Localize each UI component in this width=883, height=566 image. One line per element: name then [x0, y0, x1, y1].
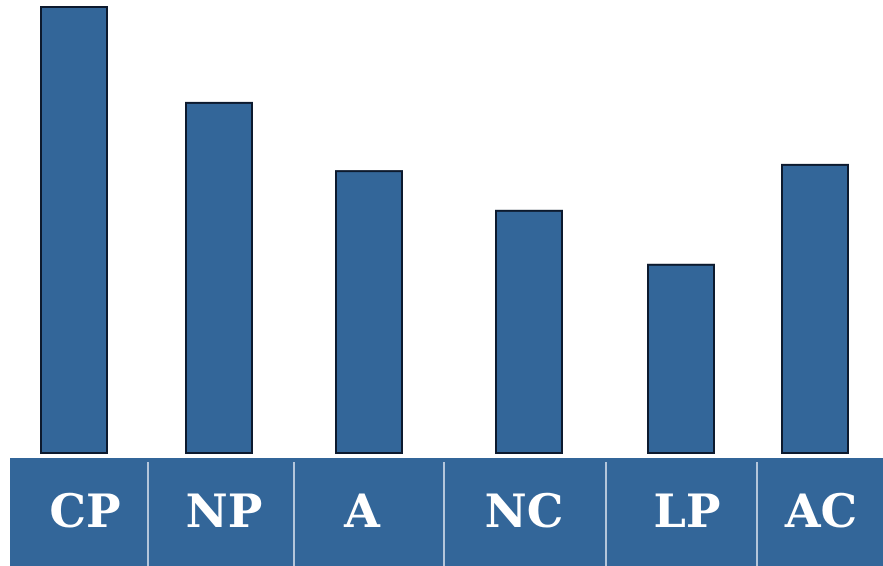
- bar-a: [335, 170, 403, 455]
- category-dividers: [147, 462, 758, 566]
- bar-cp: [40, 6, 108, 454]
- category-axis-band: [10, 458, 883, 566]
- category-label-cp: CP: [49, 484, 120, 538]
- bar-ac: [781, 163, 849, 454]
- category-label-lp: LP: [654, 484, 721, 538]
- category-label-nc: NC: [485, 484, 564, 538]
- bar-np: [185, 101, 253, 454]
- category-label-np: NP: [186, 484, 263, 538]
- bar-nc: [495, 209, 563, 454]
- bar-lp: [647, 263, 715, 454]
- bars-group: [40, 6, 849, 455]
- category-labels: CP NP A NC LP AC: [49, 484, 857, 538]
- category-label-a: A: [343, 484, 381, 538]
- category-label-ac: AC: [784, 484, 857, 538]
